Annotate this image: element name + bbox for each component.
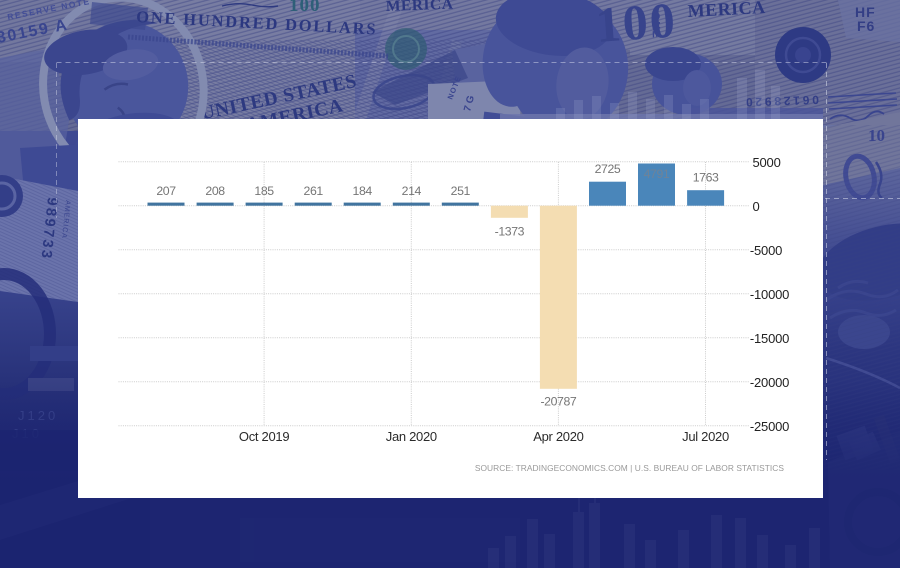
svg-text:AMERICA: AMERICA (60, 200, 71, 239)
svg-text:-25000: -25000 (750, 419, 789, 434)
svg-text:100: 100 (289, 0, 321, 16)
svg-text:06128920: 06128920 (743, 93, 819, 110)
svg-text:2725: 2725 (595, 162, 621, 176)
svg-text:Apr 2020: Apr 2020 (533, 429, 583, 444)
svg-text:-15000: -15000 (750, 331, 789, 346)
svg-text:261: 261 (304, 184, 324, 198)
svg-text:SOURCE: TRADINGECONOMICS.COM |: SOURCE: TRADINGECONOMICS.COM | U.S. BURE… (475, 463, 784, 473)
svg-text:5000: 5000 (753, 155, 781, 170)
svg-text:0: 0 (753, 199, 760, 214)
svg-text:-1373: -1373 (495, 225, 525, 239)
svg-text:ONE: ONE (649, 12, 662, 39)
svg-text:214: 214 (402, 184, 422, 198)
svg-text:-10000: -10000 (750, 287, 789, 302)
svg-text:-5000: -5000 (750, 243, 782, 258)
svg-text:Jul 2020: Jul 2020 (682, 429, 729, 444)
svg-text:MERICA: MERICA (386, 0, 454, 15)
svg-text:251: 251 (451, 184, 471, 198)
svg-text:HF: HF (855, 4, 876, 20)
svg-text:-20000: -20000 (750, 375, 789, 390)
svg-text:MERICA: MERICA (687, 0, 766, 21)
svg-text:185: 185 (254, 184, 274, 198)
svg-text:184: 184 (353, 184, 373, 198)
svg-text:207: 207 (156, 184, 176, 198)
svg-text:1763: 1763 (693, 171, 719, 185)
svg-text:-20787: -20787 (540, 395, 576, 409)
svg-text:989733: 989733 (37, 197, 60, 262)
svg-text:4791: 4791 (644, 167, 670, 181)
svg-text:Jan 2020: Jan 2020 (386, 429, 437, 444)
svg-text:208: 208 (205, 184, 225, 198)
svg-text:7 G: 7 G (462, 94, 477, 113)
svg-text:F6: F6 (857, 18, 875, 34)
svg-text:Oct 2019: Oct 2019 (239, 429, 289, 444)
svg-text:100: 100 (594, 0, 679, 53)
